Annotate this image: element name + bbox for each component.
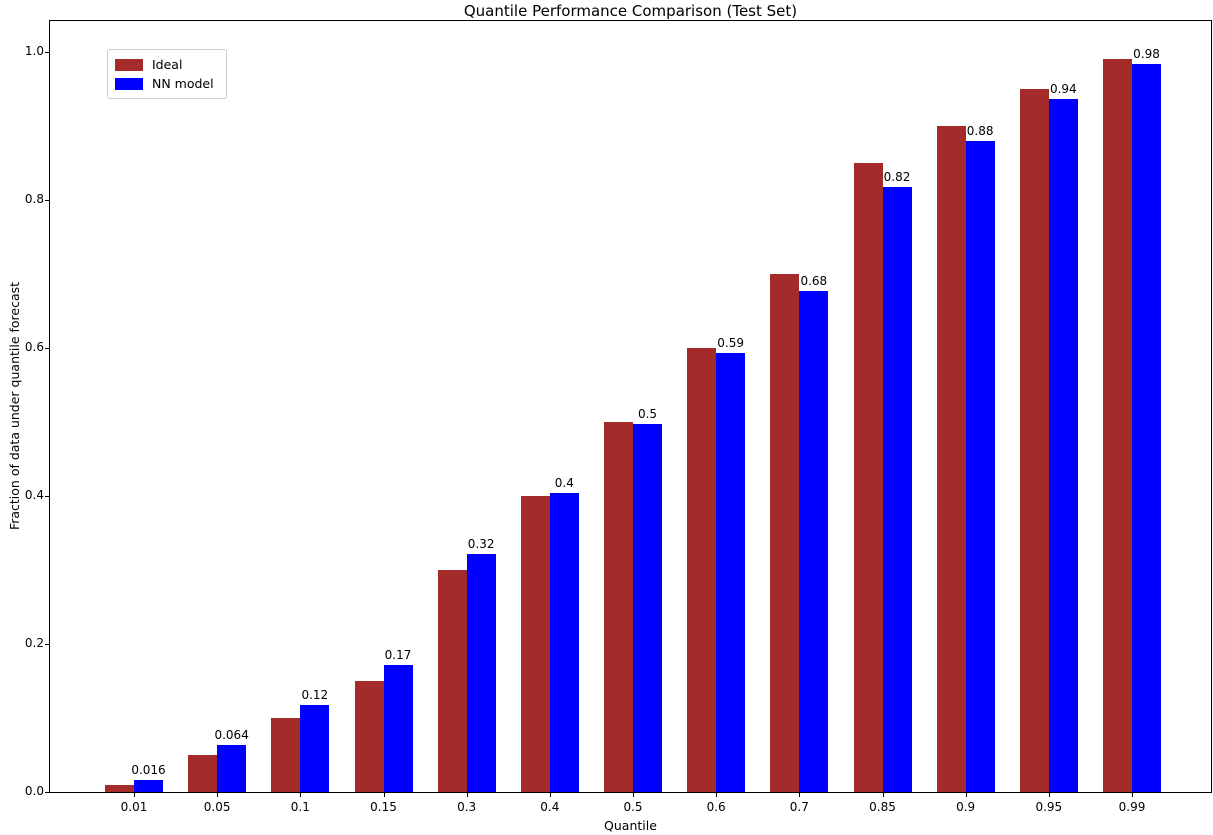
x-tick-label: 0.05	[203, 800, 231, 814]
bar-nn-model	[633, 424, 662, 792]
y-tick-mark	[45, 347, 49, 349]
x-tick-label: 0.1	[290, 800, 310, 814]
bar-nn-model	[882, 187, 912, 792]
bar-nn-model	[134, 780, 163, 792]
x-tick-mark	[300, 793, 302, 797]
x-tick-mark	[549, 793, 551, 797]
bar-ideal	[520, 496, 550, 792]
y-tick-label: 0.4	[24, 488, 44, 503]
bar-ideal	[105, 785, 134, 792]
bar-nn-model	[466, 554, 496, 792]
bar-ideal	[1103, 59, 1132, 792]
y-tick-label: 0.8	[24, 192, 44, 207]
y-axis-label: Fraction of data under quantile forecast	[7, 281, 22, 531]
x-tick-label: 0.15	[370, 800, 397, 814]
legend-label: Ideal	[152, 57, 183, 72]
bar-nn-model	[799, 291, 829, 792]
y-tick-label: 0.2	[24, 636, 44, 650]
x-tick-mark	[383, 793, 385, 797]
bar-ideal	[437, 570, 467, 792]
bar-value-label: 0.064	[214, 728, 249, 742]
legend-swatch-icon	[115, 77, 143, 90]
bar-value-label: 0.17	[384, 648, 412, 662]
bar-value-label: 0.5	[637, 407, 658, 421]
bar-ideal	[271, 718, 301, 792]
chart-title: Quantile Performance Comparison (Test Se…	[463, 2, 798, 20]
y-tick-mark	[45, 199, 49, 201]
x-axis-label: Quantile	[604, 818, 657, 833]
legend: Ideal NN model	[107, 49, 227, 99]
bar-value-label: 0.98	[1133, 47, 1160, 61]
bar-nn-model	[383, 665, 413, 792]
bar-nn-model	[965, 141, 995, 792]
bar-nn-model	[716, 353, 746, 792]
bar-nn-model	[1048, 99, 1078, 792]
legend-swatch-icon	[115, 58, 143, 71]
legend-item: Ideal	[115, 55, 214, 74]
y-tick-mark	[45, 495, 49, 497]
x-tick-mark	[716, 793, 718, 797]
x-tick-label: 0.6	[706, 800, 726, 814]
x-tick-label: 0.3	[457, 800, 477, 814]
bar-value-label: 0.68	[800, 274, 828, 288]
x-tick-label: 0.99	[1118, 800, 1146, 814]
bar-value-label: 0.12	[301, 688, 329, 702]
y-tick-label: 1.0	[24, 44, 44, 59]
x-tick-mark	[134, 793, 135, 797]
x-tick-label: 0.9	[956, 800, 976, 814]
bar-ideal	[1019, 89, 1049, 792]
bar-value-label: 0.016	[131, 763, 166, 777]
x-tick-mark	[633, 793, 634, 797]
x-tick-label: 0.01	[120, 800, 148, 814]
x-tick-mark	[466, 793, 468, 797]
plot-area: 0.016 0.064 0.12 0.17 0.32 0.4 0.5 0.59 0.68 0.82…	[49, 20, 1212, 793]
bar-ideal	[604, 422, 633, 792]
bar-nn-model	[217, 745, 247, 792]
x-tick-label: 0.5	[623, 800, 643, 814]
x-tick-mark	[1132, 793, 1133, 797]
bar-ideal	[687, 348, 717, 792]
bar-value-label: 0.82	[883, 170, 911, 184]
legend-label: NN model	[152, 76, 214, 91]
bar-ideal	[770, 274, 800, 792]
bar-nn-model	[549, 493, 579, 792]
bar-nn-model	[1132, 64, 1161, 792]
bar-ideal	[853, 163, 883, 792]
bar-value-label: 0.88	[966, 124, 994, 138]
x-tick-label: 0.85	[869, 800, 896, 814]
bar-value-label: 0.59	[717, 336, 745, 350]
bar-ideal	[188, 755, 218, 792]
y-tick-label: 0.0	[24, 784, 44, 798]
bar-value-label: 0.94	[1049, 82, 1077, 96]
x-tick-mark	[882, 793, 884, 797]
y-tick-label: 0.6	[24, 340, 44, 355]
y-tick-mark	[45, 51, 49, 53]
legend-item: NN model	[115, 74, 214, 93]
bar-ideal	[354, 681, 384, 792]
x-tick-mark	[965, 793, 967, 797]
x-tick-mark	[1048, 793, 1050, 797]
x-tick-mark	[799, 793, 801, 797]
bar-value-label: 0.32	[467, 537, 495, 551]
x-tick-mark	[217, 793, 219, 797]
x-tick-label: 0.95	[1035, 800, 1063, 814]
bar-value-label: 0.4	[554, 476, 574, 490]
y-tick-mark	[45, 791, 49, 793]
bar-nn-model	[300, 705, 330, 792]
x-tick-label: 0.7	[789, 800, 809, 814]
bar-ideal	[936, 126, 966, 792]
y-tick-mark	[45, 643, 49, 645]
x-tick-label: 0.4	[540, 800, 560, 814]
